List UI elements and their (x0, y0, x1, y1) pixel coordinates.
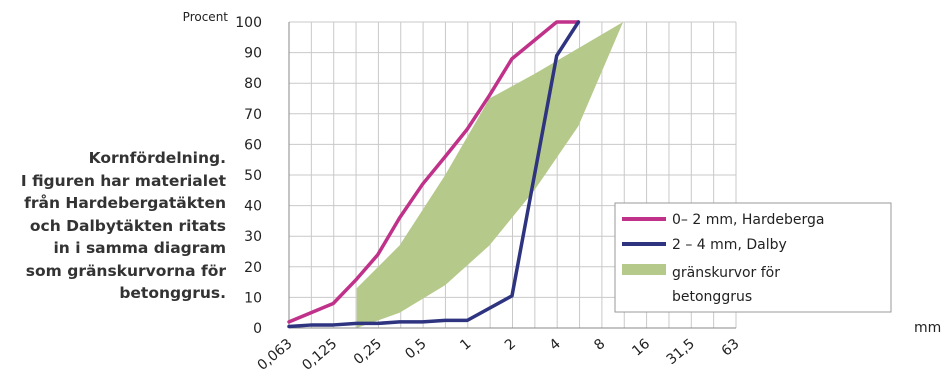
caption-line: Kornfördelning. (88, 149, 226, 167)
x-tick-label: 63 (719, 336, 743, 360)
x-tick-label: 31,5 (664, 336, 698, 368)
caption-line: och Dalbytäkten ritats (29, 216, 226, 235)
caption-line: in i samma diagram (53, 239, 226, 257)
x-axis-unit-label: mm (914, 320, 941, 336)
y-tick-label: 50 (244, 168, 262, 184)
y-tick-label: 90 (244, 46, 262, 62)
x-tick-label: 4 (547, 336, 564, 354)
x-tick-label: 16 (629, 336, 653, 360)
x-tick-label: 8 (591, 336, 608, 354)
x-tick-label: 2 (502, 336, 519, 354)
legend-label-limits-line2: betonggrus (672, 289, 752, 305)
x-tick-label: 0,5 (402, 336, 429, 363)
y-axis-ticks: 0 10 20 30 40 50 60 70 80 90 100 (235, 15, 262, 337)
x-tick-label: 0,125 (299, 336, 340, 374)
caption-line: från Hardebergatäkten (24, 194, 226, 212)
y-tick-label: 80 (244, 76, 262, 92)
y-axis-label: Procent (183, 10, 229, 24)
series-line-dalby (287, 20, 581, 329)
figure-caption: Kornfördelning. I figuren har materialet… (0, 147, 226, 305)
y-tick-label: 100 (235, 15, 262, 31)
legend-box (614, 202, 892, 313)
legend-label-limits-line1: gränskurvor för (672, 265, 780, 281)
y-tick-label: 40 (244, 199, 262, 215)
limit-curves-band (356, 22, 624, 328)
plot-frame (288, 22, 736, 329)
legend-label-dalby: 2 – 4 mm, Dalby (672, 237, 787, 253)
x-tick-label: 0,063 (255, 336, 296, 374)
chart-series (287, 20, 581, 329)
x-axis-ticks: 0,063 0,125 0,25 0,5 1 2 4 8 16 31,5 63 (255, 336, 743, 374)
caption-line: som gränskurvorna för (25, 261, 226, 280)
series-line-hardeberga (287, 20, 581, 324)
chart-legend: 0– 2 mm, Hardeberga 2 – 4 mm, Dalby gränsk… (614, 202, 892, 313)
legend-swatch-limits (622, 264, 666, 275)
y-tick-label: 0 (253, 321, 262, 337)
y-tick-label: 20 (244, 260, 262, 276)
x-tick-label: 1 (457, 336, 474, 354)
caption-line: betonggrus. (119, 284, 226, 302)
y-tick-label: 60 (244, 137, 262, 153)
y-tick-label: 30 (244, 229, 262, 245)
caption-line: I figuren har materialet (20, 171, 226, 190)
limit-curves-area (356, 22, 624, 328)
y-tick-label: 70 (244, 107, 262, 123)
x-tick-label: 0,25 (351, 336, 385, 368)
legend-label-hardeberga: 0– 2 mm, Hardeberga (672, 212, 824, 228)
y-tick-label: 10 (244, 290, 262, 306)
